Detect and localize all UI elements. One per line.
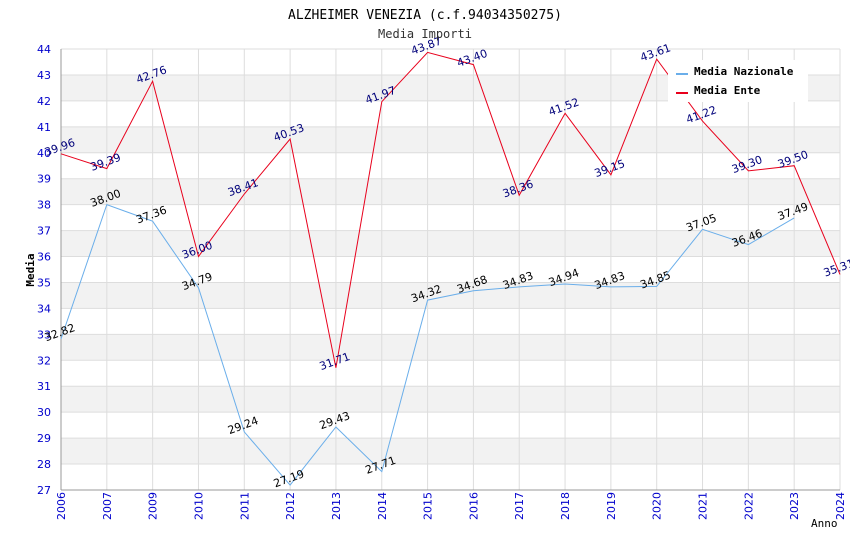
background-band	[61, 438, 840, 465]
x-tick-label: 2006	[55, 492, 68, 520]
data-label-media-ente: 39.96	[43, 136, 77, 159]
data-label-media-nazionale: 29.24	[226, 414, 260, 437]
y-tick-label: 40	[37, 147, 51, 160]
data-label-media-nazionale: 27.19	[272, 467, 306, 490]
series-line-media-nazionale	[60, 203, 795, 486]
y-tick-label: 28	[37, 458, 51, 471]
series-line-media-ente	[60, 51, 841, 368]
data-label-media-ente: 39.39	[89, 151, 123, 174]
x-tick-label: 2012	[284, 492, 297, 520]
data-label-media-ente: 39.15	[593, 157, 627, 180]
series-lines	[60, 51, 841, 486]
y-tick-label: 33	[37, 328, 51, 341]
x-tick-labels: 2006 2007 2009 2010 2011 2012 2013 2014 2015 2016…	[55, 492, 847, 520]
y-tick-label: 41	[37, 121, 51, 134]
background-bands	[61, 48, 840, 491]
y-tick-label: 32	[37, 354, 51, 367]
y-tick-labels: 27 28 29 30 31 32 33 34 35 36 37 38 39 40 41 42 43 44	[37, 43, 51, 497]
legend: Media Nazionale Media Ente	[668, 60, 808, 102]
y-tick-label: 38	[37, 199, 51, 212]
chart-subtitle: Media Importi	[378, 27, 472, 41]
y-tick-label: 37	[37, 225, 51, 238]
x-axis-label: Anno	[811, 517, 838, 530]
x-tick-label: 2010	[192, 492, 205, 520]
legend-label-media-nazionale: Media Nazionale	[694, 65, 794, 78]
x-tick-label: 2013	[330, 492, 343, 520]
x-tick-label: 2020	[651, 492, 664, 520]
y-tick-label: 30	[37, 406, 51, 419]
y-tick-label: 27	[37, 484, 51, 497]
data-labels: 32.8238.0037.3634.7929.2427.1929.4327.71…	[43, 35, 850, 491]
y-tick-label: 44	[37, 43, 51, 56]
x-tick-label: 2021	[697, 492, 710, 520]
data-label-media-ente: 43.40	[455, 47, 489, 70]
y-tick-label: 36	[37, 251, 51, 264]
x-tick-label: 2019	[605, 492, 618, 520]
vertical-gridlines	[60, 49, 841, 490]
x-tick-label: 2015	[422, 492, 435, 520]
chart-title: ALZHEIMER VENEZIA (c.f.94034350275)	[288, 8, 562, 23]
y-tick-label: 29	[37, 432, 51, 445]
data-label-media-ente: 41.22	[684, 103, 718, 126]
x-tick-label: 2011	[238, 492, 251, 520]
y-tick-label: 39	[37, 173, 51, 186]
y-tick-label: 31	[37, 380, 51, 393]
y-axis-label: Media	[24, 253, 37, 286]
x-tick-label: 2022	[742, 492, 755, 520]
x-tick-label: 2017	[513, 492, 526, 520]
x-tick-label: 2007	[101, 492, 114, 520]
data-label-media-ente: 35.31	[822, 257, 850, 280]
data-label-media-nazionale: 37.36	[134, 203, 168, 226]
y-tick-label: 34	[37, 302, 51, 315]
x-tick-label: 2018	[559, 492, 572, 520]
x-tick-label: 2014	[376, 492, 389, 520]
x-tick-label: 2016	[467, 492, 480, 520]
background-band	[61, 230, 840, 257]
background-band	[61, 126, 840, 153]
y-tick-label: 43	[37, 69, 51, 82]
background-band	[61, 386, 840, 413]
legend-label-media-ente: Media Ente	[694, 84, 761, 97]
background-band	[61, 334, 840, 361]
axes	[60, 49, 840, 491]
background-band	[61, 178, 840, 205]
x-tick-label: 2024	[834, 492, 847, 520]
x-tick-label: 2009	[147, 492, 160, 520]
x-tick-label: 2023	[788, 492, 801, 520]
y-tick-label: 35	[37, 276, 51, 289]
y-tick-label: 42	[37, 95, 51, 108]
legend-box	[668, 60, 808, 102]
